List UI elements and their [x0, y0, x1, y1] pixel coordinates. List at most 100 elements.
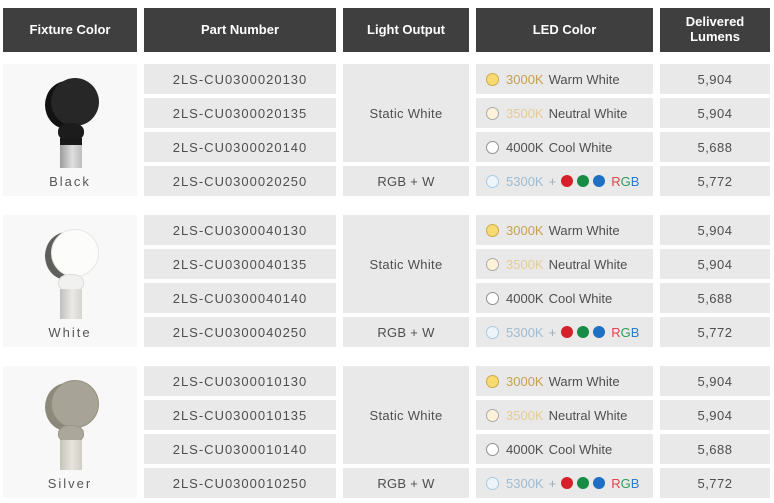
fixture-head	[51, 229, 99, 277]
part-number-cell: 2LS-CU0300010250	[144, 468, 336, 498]
led-temp-label: 3000K	[506, 373, 544, 389]
led-name-label: Warm White	[548, 71, 620, 87]
rgb-letter-g: G	[620, 173, 631, 189]
led-temp-label: 4000K	[506, 290, 544, 306]
part-number-cell: 2LS-CU0300020140	[144, 132, 336, 162]
rgb-letter-r: R	[611, 475, 621, 491]
rgb-letter-g: G	[620, 475, 631, 491]
neutral-white-swatch-icon	[486, 408, 499, 422]
fixture-neck	[58, 123, 84, 141]
led-color-cell: 3000K Warm White	[476, 366, 653, 396]
led-name-label: Cool White	[548, 139, 613, 155]
cool-white-swatch-icon	[486, 140, 499, 154]
red-dot-icon	[561, 175, 574, 187]
fixture-photo-silver	[33, 380, 107, 472]
led-color-cell: 3000K Warm White	[476, 64, 653, 94]
led-name-label: Cool White	[548, 290, 613, 306]
led-temp-label: 3500K	[506, 256, 544, 272]
plus-sign: +	[548, 324, 557, 340]
part-number-cell: 2LS-CU0300040130	[144, 215, 336, 245]
rgbw-swatch-icon	[486, 476, 499, 490]
part-number-cell: 2LS-CU0300020130	[144, 64, 336, 94]
part-number-cell: 2LS-CU0300040135	[144, 249, 336, 279]
led-color-cell: 4000K Cool White	[476, 434, 653, 464]
led-temp-label: 5300K	[506, 324, 544, 340]
neutral-white-swatch-icon	[486, 106, 499, 120]
delivered-lumens-cell: 5,904	[660, 98, 770, 128]
led-color-cell: 3500K Neutral White	[476, 98, 653, 128]
part-number-cell: 2LS-CU0300010140	[144, 434, 336, 464]
part-number-cell: 2LS-CU0300040140	[144, 283, 336, 313]
delivered-lumens-cell: 5,772	[660, 468, 770, 498]
fixture-photo-black	[33, 78, 107, 170]
warm-white-swatch-icon	[486, 72, 499, 86]
delivered-lumens-cell: 5,688	[660, 434, 770, 464]
led-color-rgbw-cell: 5300K + R G B	[476, 166, 653, 196]
green-dot-icon	[577, 477, 590, 489]
header-fixture-color: Fixture Color	[3, 8, 137, 52]
red-dot-icon	[561, 477, 574, 489]
led-temp-label: 5300K	[506, 173, 544, 189]
header-light-output: Light Output	[343, 8, 469, 52]
delivered-lumens-cell: 5,904	[660, 249, 770, 279]
blue-dot-icon	[593, 326, 606, 338]
fixture-photo-white	[33, 229, 107, 321]
led-temp-label: 3000K	[506, 222, 544, 238]
delivered-lumens-cell: 5,904	[660, 366, 770, 396]
rgb-letter-r: R	[611, 324, 621, 340]
led-name-label: Neutral White	[548, 407, 628, 423]
rgb-letter-b: B	[630, 324, 640, 340]
delivered-lumens-cell: 5,904	[660, 64, 770, 94]
delivered-lumens-cell: 5,904	[660, 215, 770, 245]
part-number-cell: 2LS-CU0300020135	[144, 98, 336, 128]
led-temp-label: 4000K	[506, 441, 544, 457]
rgb-letter-g: G	[620, 324, 631, 340]
warm-white-swatch-icon	[486, 374, 499, 388]
led-color-cell: 3500K Neutral White	[476, 249, 653, 279]
fixture-color-label: White	[48, 325, 92, 340]
led-name-label: Cool White	[548, 441, 613, 457]
led-name-label: Neutral White	[548, 256, 628, 272]
cool-white-swatch-icon	[486, 442, 499, 456]
rgb-letter-b: B	[630, 173, 640, 189]
led-name-label: Warm White	[548, 373, 620, 389]
led-temp-label: 5300K	[506, 475, 544, 491]
rgbw-swatch-icon	[486, 325, 499, 339]
light-output-static-cell: Static White	[343, 64, 469, 162]
part-number-cell: 2LS-CU0300020250	[144, 166, 336, 196]
header-delivered-lumens: Delivered Lumens	[660, 8, 770, 52]
light-output-static-cell: Static White	[343, 366, 469, 464]
light-output-static-cell: Static White	[343, 215, 469, 313]
led-temp-label: 3000K	[506, 71, 544, 87]
fixture-group-silver: Silver 2LS-CU0300010130 2LS-CU0300010135…	[3, 366, 774, 498]
delivered-lumens-cell: 5,688	[660, 132, 770, 162]
table-header-row: Fixture Color Part Number Light Output L…	[3, 8, 774, 52]
led-color-rgbw-cell: 5300K + R G B	[476, 468, 653, 498]
header-part-number: Part Number	[144, 8, 336, 52]
plus-sign: +	[548, 173, 557, 189]
light-output-rgbw-cell: RGB + W	[343, 468, 469, 498]
fixture-color-label: Silver	[47, 476, 93, 491]
plus-sign: +	[548, 475, 557, 491]
fixture-post	[60, 289, 82, 319]
blue-dot-icon	[593, 477, 606, 489]
fixture-color-label: Black	[49, 174, 91, 189]
part-number-cell: 2LS-CU0300010130	[144, 366, 336, 396]
cool-white-swatch-icon	[486, 291, 499, 305]
led-color-cell: 4000K Cool White	[476, 283, 653, 313]
delivered-lumens-cell: 5,688	[660, 283, 770, 313]
neutral-white-swatch-icon	[486, 257, 499, 271]
header-led-color: LED Color	[476, 8, 653, 52]
led-color-rgbw-cell: 5300K + R G B	[476, 317, 653, 347]
fixture-group-white: White 2LS-CU0300040130 2LS-CU0300040135 …	[3, 215, 774, 347]
rgb-letter-b: B	[630, 475, 640, 491]
fixture-color-cell: White	[3, 215, 137, 347]
rgb-letter-r: R	[611, 173, 621, 189]
fixture-group-black: Black 2LS-CU0300020130 2LS-CU0300020135 …	[3, 64, 774, 196]
fixture-color-cell: Black	[3, 64, 137, 196]
fixture-head	[51, 78, 99, 126]
delivered-lumens-cell: 5,772	[660, 166, 770, 196]
fixture-head	[51, 380, 99, 428]
led-temp-label: 3500K	[506, 407, 544, 423]
